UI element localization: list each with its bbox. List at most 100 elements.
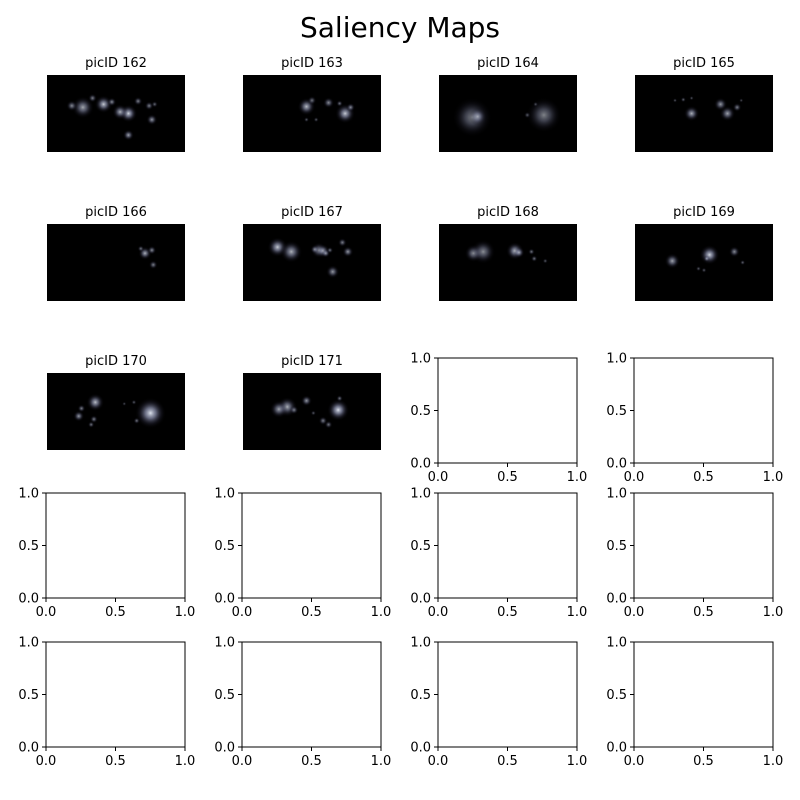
saliency-hotspot	[739, 259, 746, 266]
saliency-hotspot	[336, 395, 343, 402]
saliency-map-panel: picID 163	[243, 56, 381, 152]
panel-title: picID 171	[281, 354, 343, 369]
saliency-hotspot	[542, 258, 548, 264]
saliency-hotspot	[739, 98, 744, 103]
saliency-hotspot	[699, 244, 720, 265]
saliency-hotspot	[289, 405, 299, 415]
saliency-hotspot	[300, 395, 313, 407]
saliency-map-panel: picID 170	[47, 354, 185, 450]
saliency-map-panel: picID 168	[439, 205, 577, 301]
x-tick-label: 1.0	[371, 754, 392, 769]
subplot-grid: picID 162 picID 163 picID 164 picID 165 picI…	[18, 56, 783, 769]
y-tick-label: 0.5	[410, 539, 431, 554]
y-tick-label: 0.5	[410, 404, 431, 419]
y-tick-label: 0.5	[410, 688, 431, 703]
y-tick-label: 1.0	[18, 487, 39, 502]
saliency-map-panel: picID 162	[47, 56, 185, 152]
y-tick-label: 0.0	[18, 592, 39, 607]
saliency-hotspot	[66, 100, 78, 112]
saliency-hotspot	[524, 111, 531, 119]
y-tick-label: 0.0	[410, 592, 431, 607]
saliency-hotspot	[303, 117, 310, 123]
saliency-hotspot	[122, 129, 134, 141]
saliency-hotspot	[324, 420, 333, 429]
saliency-hotspot	[88, 93, 97, 103]
x-tick-label: 0.5	[105, 754, 126, 769]
empty-axes: 0.0 0.5 1.0 0.0 0.5 1.0	[410, 352, 587, 486]
x-tick-label: 0.5	[105, 605, 126, 620]
saliency-hotspot	[526, 97, 562, 133]
saliency-map-panel: picID 166	[47, 205, 185, 301]
empty-axes: 0.0 0.5 1.0 0.0 0.5 1.0	[18, 636, 195, 770]
x-tick-label: 0.5	[693, 754, 714, 769]
saliency-hotspot	[713, 97, 728, 111]
x-tick-label: 0.5	[301, 605, 322, 620]
y-tick-label: 0.0	[214, 741, 235, 756]
saliency-hotspot	[728, 246, 740, 258]
saliency-hotspot	[532, 101, 539, 107]
y-tick-label: 0.0	[214, 592, 235, 607]
saliency-hotspot	[342, 246, 354, 258]
x-tick-label: 0.0	[624, 754, 645, 769]
y-tick-label: 0.5	[18, 539, 39, 554]
x-tick-label: 1.0	[175, 754, 196, 769]
panel-title: picID 162	[85, 56, 147, 71]
saliency-hotspot	[680, 96, 686, 103]
saliency-map-image	[243, 224, 381, 301]
x-tick-label: 0.0	[36, 754, 57, 769]
saliency-hotspot	[131, 399, 137, 405]
saliency-hotspot	[513, 246, 525, 259]
x-tick-label: 0.0	[624, 470, 645, 485]
saliency-hotspot	[147, 245, 157, 255]
x-tick-label: 1.0	[763, 605, 784, 620]
saliency-hotspot	[86, 393, 105, 412]
saliency-hotspot	[530, 255, 538, 262]
x-tick-label: 1.0	[763, 754, 784, 769]
saliency-hotspot	[695, 266, 702, 272]
panel-title: picID 163	[281, 56, 343, 71]
y-tick-label: 1.0	[410, 352, 431, 367]
saliency-hotspot	[326, 246, 334, 254]
y-tick-label: 0.0	[410, 457, 431, 472]
y-tick-label: 0.5	[606, 688, 627, 703]
x-tick-label: 1.0	[567, 754, 588, 769]
saliency-hotspot	[310, 244, 320, 254]
saliency-hotspot	[732, 102, 742, 112]
x-tick-label: 1.0	[567, 470, 588, 485]
saliency-hotspot	[71, 96, 94, 119]
saliency-map-image	[635, 75, 773, 152]
y-tick-label: 0.5	[606, 539, 627, 554]
empty-axes: 0.0 0.5 1.0 0.0 0.5 1.0	[214, 636, 391, 770]
x-tick-label: 0.0	[428, 754, 449, 769]
saliency-hotspot	[672, 98, 678, 103]
saliency-hotspot	[471, 239, 496, 264]
saliency-hotspot	[151, 100, 158, 108]
saliency-hotspot	[323, 97, 335, 109]
panel-title: picID 167	[281, 205, 343, 220]
saliency-hotspot	[703, 255, 711, 262]
y-tick-label: 0.0	[606, 457, 627, 472]
panel-title: picID 170	[85, 354, 147, 369]
x-tick-label: 0.0	[232, 754, 253, 769]
saliency-map-panel: picID 169	[635, 205, 773, 301]
y-tick-label: 0.5	[18, 688, 39, 703]
empty-axes: 0.0 0.5 1.0 0.0 0.5 1.0	[606, 352, 783, 486]
saliency-map-panel: picID 167	[243, 205, 381, 301]
x-tick-label: 1.0	[763, 470, 784, 485]
y-tick-label: 0.0	[410, 741, 431, 756]
saliency-map-panel: picID 165	[635, 56, 773, 152]
y-tick-label: 0.5	[214, 688, 235, 703]
saliency-hotspot	[689, 95, 694, 101]
saliency-hotspot	[337, 238, 347, 247]
saliency-map-panel: picID 171	[243, 354, 381, 450]
y-tick-label: 1.0	[214, 487, 235, 502]
saliency-map-image	[439, 224, 577, 301]
x-tick-label: 1.0	[371, 605, 392, 620]
y-tick-label: 0.0	[18, 741, 39, 756]
saliency-hotspot	[144, 101, 154, 111]
saliency-hotspot	[346, 102, 356, 112]
y-tick-label: 1.0	[410, 636, 431, 651]
x-tick-label: 0.5	[693, 605, 714, 620]
saliency-map-panel: picID 164	[439, 56, 577, 152]
